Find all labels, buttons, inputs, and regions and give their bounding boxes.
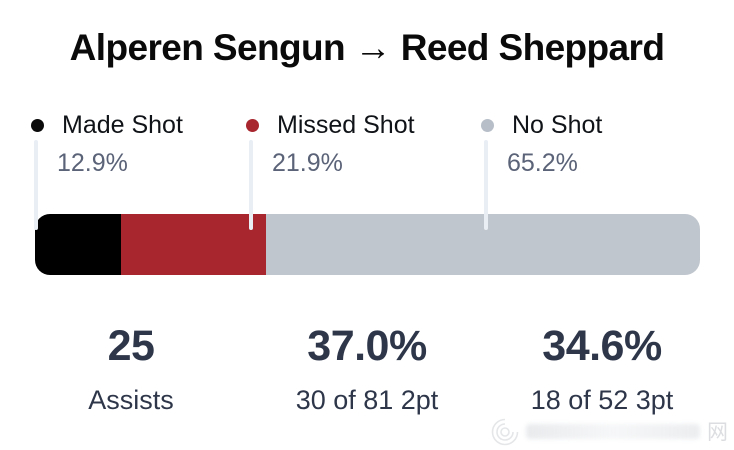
no-shot-segment <box>266 214 700 275</box>
legend-label: No Shot <box>512 111 603 139</box>
page-title: Alperen Sengun → Reed Sheppard <box>69 27 665 68</box>
legend-percentage: 65.2% <box>507 149 578 177</box>
legend-head: Made Shot <box>31 111 183 140</box>
legend-item-no-shot: No Shot 65.2% <box>481 111 602 178</box>
stat-label: Assists <box>88 385 174 415</box>
watermark-net-glyph: 网 <box>707 421 728 444</box>
made-shot-dot-icon <box>31 119 44 132</box>
stat-value: 34.6% <box>542 322 662 370</box>
stat-3pt-percentage: 34.6% 18 of 52 3pt <box>531 322 674 416</box>
legend-item-made-shot: Made Shot 12.9% <box>31 111 183 178</box>
no-shot-dot-icon <box>481 119 494 132</box>
stat-assists: 25 Assists <box>88 322 174 416</box>
missed-shot-segment <box>120 214 267 275</box>
stat-2pt-percentage: 37.0% 30 of 81 2pt <box>296 322 439 416</box>
made-shot-leader-line <box>34 140 38 230</box>
watermark: 网 <box>490 413 728 449</box>
legend-item-missed-shot: Missed Shot 21.9% <box>246 111 415 178</box>
stat-value: 25 <box>107 322 155 370</box>
stat-label: 30 of 81 2pt <box>295 385 439 415</box>
legend-label: Made Shot <box>62 111 183 139</box>
no-shot-leader-line <box>484 140 488 230</box>
legend-head: No Shot <box>481 111 602 140</box>
legend-percentage: 12.9% <box>57 149 128 177</box>
missed-shot-leader-line <box>249 140 253 230</box>
made-shot-segment <box>35 214 121 275</box>
legend-percentage: 21.9% <box>272 149 343 177</box>
missed-shot-dot-icon <box>246 119 259 132</box>
spiral-logo-icon <box>491 418 519 446</box>
legend-label: Missed Shot <box>277 111 415 139</box>
stacked-shot-bar <box>35 214 700 275</box>
stat-value: 37.0% <box>307 322 427 370</box>
watermark-text-smear <box>526 423 700 439</box>
stat-label: 18 of 52 3pt <box>530 385 674 415</box>
legend-head: Missed Shot <box>246 111 415 140</box>
